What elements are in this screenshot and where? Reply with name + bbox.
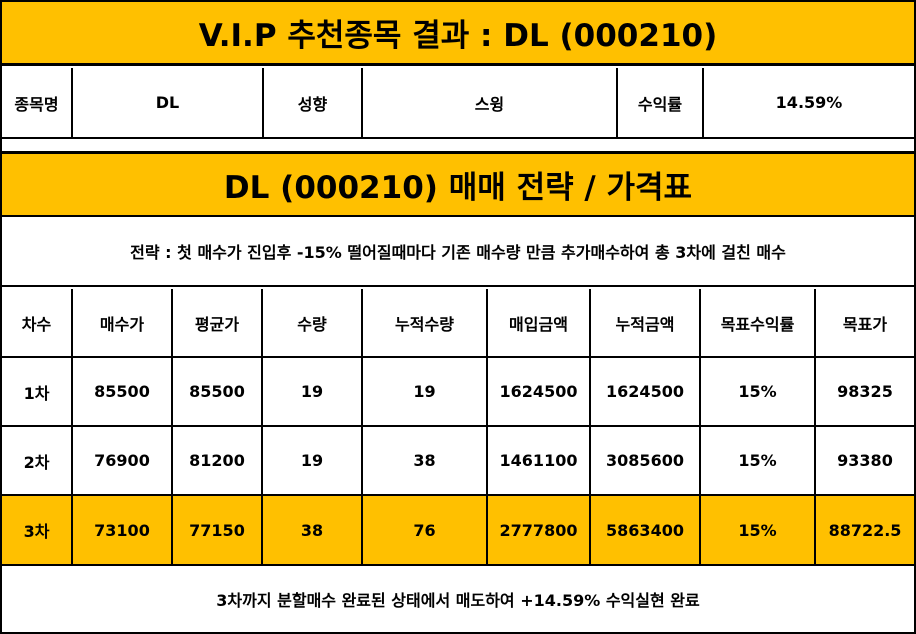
table-cell: 15%	[699, 425, 816, 496]
table-cell: 1차	[2, 356, 73, 427]
table-cell: 77150	[171, 494, 263, 564]
return-label: 수익률	[616, 68, 703, 137]
table-cell: 1624500	[486, 356, 591, 427]
header-buy-amount: 매입금액	[486, 289, 591, 358]
table-cell: 38	[361, 425, 488, 496]
header-cum-qty: 누적수량	[361, 289, 488, 358]
table-cell: 3차	[2, 494, 73, 564]
header-target-return: 목표수익률	[699, 289, 816, 358]
stock-name-label: 종목명	[14, 94, 59, 114]
style-label: 성향	[262, 68, 362, 137]
header-avg-price: 평균가	[171, 289, 263, 358]
table-cell: 38	[261, 494, 363, 564]
style-value: 스윙	[361, 68, 617, 137]
price-table: 차수 매수가 평균가 수량 누적수량 매입금액 누적금액 목표수익률 목표가 1…	[2, 289, 914, 564]
table-cell: 76	[361, 494, 488, 564]
table-cell: 98325	[814, 356, 914, 427]
stock-info-row: 종목명 DL 성향 스윙 수익률 14.59%	[2, 68, 914, 137]
table-cell: 15%	[699, 494, 816, 564]
table-row: 2차 76900 81200 19 38 1461100 3085600 15%…	[2, 425, 914, 496]
result-summary: 3차까지 분할매수 완료된 상태에서 매도하여 +14.59% 수익실현 완료	[2, 564, 914, 632]
table-cell: 19	[261, 425, 363, 496]
table-row-highlighted: 3차 73100 77150 38 76 2777800 5863400 15%…	[2, 494, 914, 564]
table-cell: 5863400	[589, 494, 701, 564]
header-buy-price: 매수가	[71, 289, 173, 358]
header-round: 차수	[2, 289, 73, 358]
strategy-text: 전략 : 첫 매수가 진입후 -15% 떨어질때마다 기존 매수량 만큼 추가매…	[2, 217, 914, 287]
return-value: 14.59%	[702, 68, 914, 137]
table-row: 1차 85500 85500 19 19 1624500 1624500 15%…	[2, 356, 914, 427]
section-divider	[2, 137, 914, 151]
table-cell: 93380	[814, 425, 914, 496]
header-cum-amount: 누적금액	[589, 289, 701, 358]
table-cell: 2차	[2, 425, 73, 496]
page-title: V.I.P 추천종목 결과 : DL (000210)	[2, 2, 914, 66]
header-target-price: 목표가	[814, 289, 914, 358]
table-cell: 85500	[71, 356, 173, 427]
stock-name-value: DL	[71, 68, 263, 137]
table-cell: 1624500	[589, 356, 701, 427]
table-cell: 88722.5	[814, 494, 914, 564]
header-qty: 수량	[261, 289, 363, 358]
table-header-row: 차수 매수가 평균가 수량 누적수량 매입금액 누적금액 목표수익률 목표가	[2, 289, 914, 358]
table-cell: 85500	[171, 356, 263, 427]
table-cell: 1461100	[486, 425, 591, 496]
table-cell: 81200	[171, 425, 263, 496]
table-cell: 73100	[71, 494, 173, 564]
table-cell: 76900	[71, 425, 173, 496]
table-cell: 2777800	[486, 494, 591, 564]
table-cell: 3085600	[589, 425, 701, 496]
section-title: DL (000210) 매매 전략 / 가격표	[2, 151, 914, 217]
table-cell: 19	[361, 356, 488, 427]
table-cell: 19	[261, 356, 363, 427]
table-cell: 15%	[699, 356, 816, 427]
